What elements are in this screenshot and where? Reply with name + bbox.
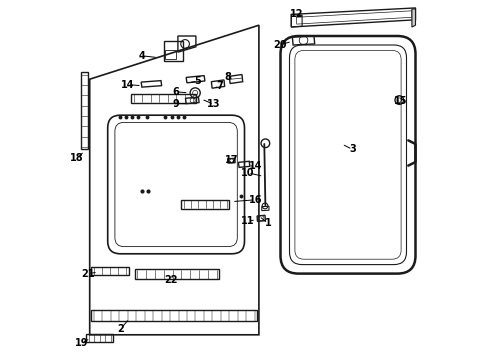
Text: 22: 22 xyxy=(163,275,177,285)
Text: 2: 2 xyxy=(117,324,123,334)
Text: 14: 14 xyxy=(121,80,134,90)
Text: 12: 12 xyxy=(289,9,303,19)
Text: 19: 19 xyxy=(75,338,88,348)
Text: 10: 10 xyxy=(241,168,254,178)
Text: 21: 21 xyxy=(81,269,95,279)
Text: 4: 4 xyxy=(138,51,145,61)
Text: 11: 11 xyxy=(241,216,254,226)
Text: 18: 18 xyxy=(70,153,84,163)
Text: 3: 3 xyxy=(348,144,355,154)
Text: 1: 1 xyxy=(264,218,271,228)
Polygon shape xyxy=(411,9,415,27)
Text: 13: 13 xyxy=(207,99,220,109)
Text: 5: 5 xyxy=(194,76,201,86)
Text: 6: 6 xyxy=(172,87,179,97)
Text: 14: 14 xyxy=(248,161,262,171)
Text: 17: 17 xyxy=(224,155,238,165)
Text: 7: 7 xyxy=(216,81,222,91)
Text: 8: 8 xyxy=(224,72,231,82)
Text: 16: 16 xyxy=(248,195,262,205)
Circle shape xyxy=(262,203,267,209)
Text: 15: 15 xyxy=(393,96,407,106)
Text: 9: 9 xyxy=(172,99,179,109)
Text: 20: 20 xyxy=(273,40,286,50)
